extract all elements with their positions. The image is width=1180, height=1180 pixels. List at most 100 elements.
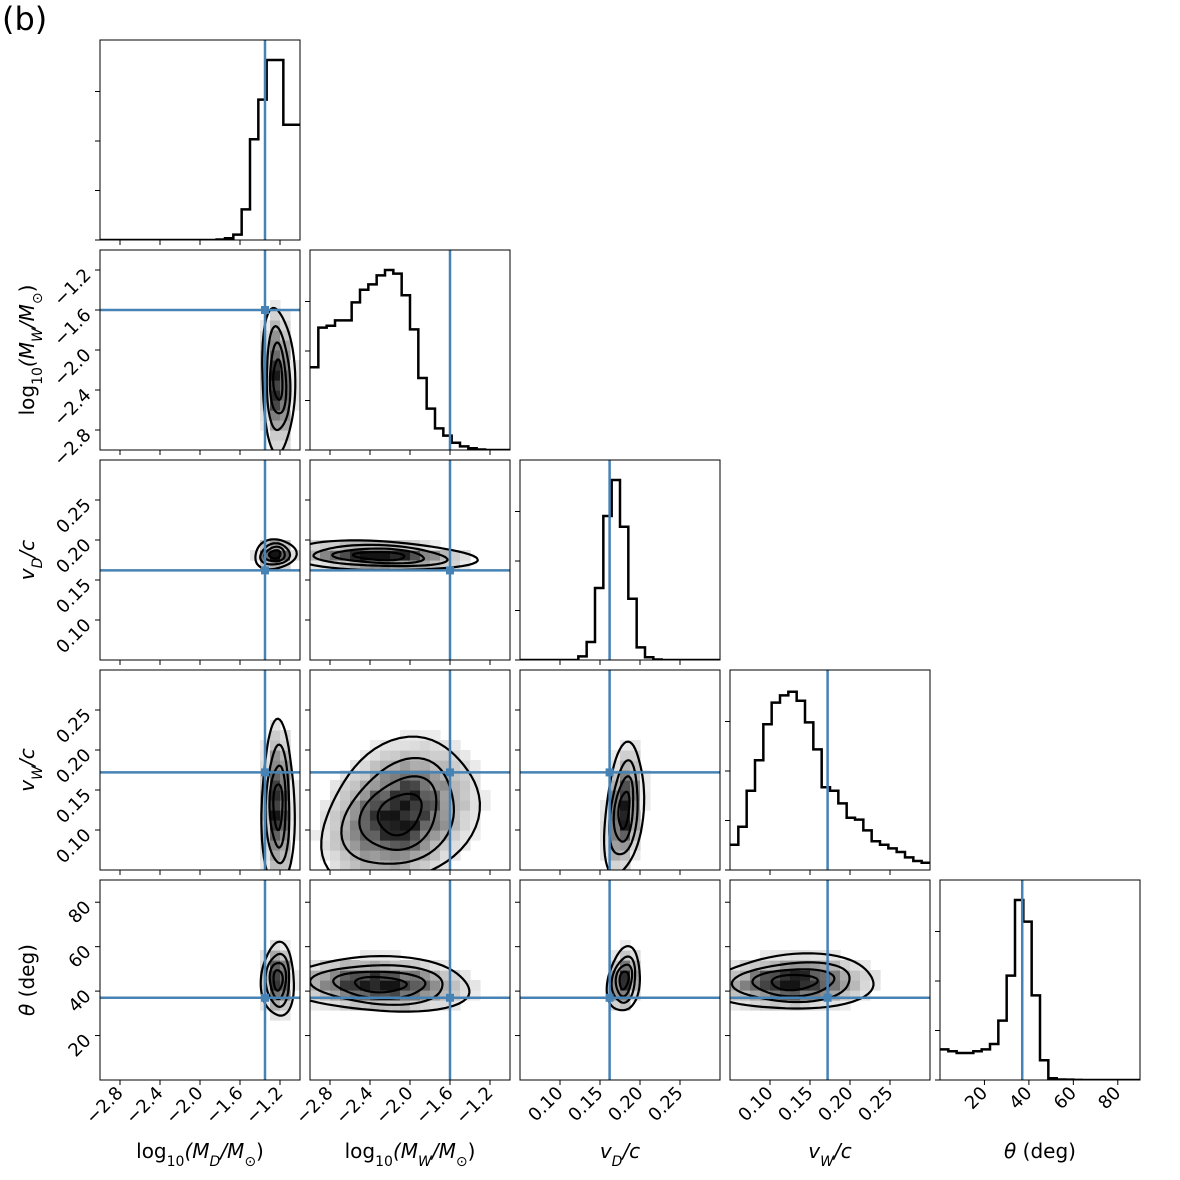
density-cell bbox=[600, 800, 611, 811]
density-cell bbox=[270, 550, 281, 561]
density-cell bbox=[390, 750, 401, 761]
density-cell bbox=[270, 840, 281, 851]
contour-level-1 bbox=[254, 538, 298, 571]
density-cell bbox=[840, 1000, 851, 1011]
truth-marker bbox=[446, 566, 454, 575]
density-cell bbox=[470, 790, 481, 801]
density-cell bbox=[360, 760, 371, 771]
density-cell bbox=[740, 990, 751, 1001]
density-cell bbox=[430, 770, 441, 781]
panel-vW-vs-logMD: 0.100.150.200.25 bbox=[52, 669, 301, 875]
density-cell bbox=[370, 740, 381, 751]
density-cell bbox=[270, 400, 281, 411]
density-cell bbox=[440, 860, 451, 870]
density-cell bbox=[400, 800, 411, 811]
density-cell bbox=[270, 770, 281, 781]
x-tick-label: 40 bbox=[1005, 1083, 1036, 1114]
histogram-vD bbox=[520, 478, 720, 660]
density-cell bbox=[340, 560, 351, 571]
density-cell bbox=[440, 830, 451, 841]
density-cell bbox=[410, 800, 421, 811]
x-tick-label: 0.25 bbox=[854, 1083, 897, 1126]
x-tick-label: −1.2 bbox=[242, 1083, 288, 1129]
density-cell bbox=[460, 970, 471, 981]
panel-logMW-vs-logMW bbox=[305, 249, 511, 455]
density-cell bbox=[360, 830, 371, 841]
density-cell bbox=[630, 850, 641, 861]
panel-plot-area bbox=[310, 670, 510, 870]
density-cell bbox=[810, 970, 821, 981]
density-cell bbox=[450, 760, 461, 771]
density-cell bbox=[340, 800, 351, 811]
panel-plot-area bbox=[310, 250, 510, 450]
density-cell bbox=[450, 770, 461, 781]
density-cell bbox=[270, 440, 281, 450]
density-cell bbox=[420, 860, 431, 870]
panel-frame bbox=[729, 669, 931, 871]
density-cell bbox=[730, 960, 741, 971]
density-cell bbox=[450, 780, 461, 791]
density-cell bbox=[440, 850, 451, 861]
density-cell bbox=[350, 770, 361, 781]
density-cell bbox=[350, 860, 361, 870]
density-cell bbox=[610, 970, 621, 981]
density-cell bbox=[440, 800, 451, 811]
density-cell bbox=[410, 740, 421, 751]
density-cell bbox=[340, 550, 351, 561]
density-cell bbox=[780, 1000, 791, 1011]
density-cell bbox=[370, 850, 381, 861]
density-cell bbox=[360, 810, 371, 821]
density-cell bbox=[740, 970, 751, 981]
density-cell bbox=[410, 550, 421, 561]
density-cell bbox=[610, 840, 621, 851]
density-cell bbox=[440, 970, 451, 981]
density-cell bbox=[370, 760, 381, 771]
y-tick-label: 20 bbox=[64, 1030, 95, 1061]
density-cell bbox=[400, 810, 411, 821]
density-cell bbox=[390, 810, 401, 821]
density-cell bbox=[320, 850, 331, 861]
density-cell bbox=[640, 790, 651, 801]
y-axis-label-vW: vW/c bbox=[15, 748, 46, 791]
density-cell bbox=[310, 1000, 321, 1011]
density-cell bbox=[270, 960, 281, 971]
density-cell bbox=[620, 810, 631, 821]
density-cell bbox=[460, 800, 471, 811]
density-cell bbox=[360, 950, 371, 961]
density-cell bbox=[360, 770, 371, 781]
density-cell bbox=[410, 750, 421, 761]
density-cell bbox=[270, 330, 281, 341]
density-cell bbox=[600, 840, 611, 851]
density-cell bbox=[440, 790, 451, 801]
density-cell bbox=[270, 850, 281, 861]
density-cell bbox=[350, 970, 361, 981]
contour-level-3 bbox=[331, 547, 426, 565]
density-cell bbox=[350, 800, 361, 811]
density-cell bbox=[280, 350, 291, 361]
density-cell bbox=[400, 730, 411, 741]
x-tick-label: 80 bbox=[1094, 1083, 1125, 1114]
density-cell bbox=[440, 550, 451, 561]
density-cell bbox=[400, 840, 411, 851]
density-cell bbox=[320, 560, 331, 571]
contour-level-3 bbox=[751, 968, 836, 998]
y-tick-label: 0.15 bbox=[52, 575, 95, 618]
density-cell bbox=[460, 750, 471, 761]
density-cell bbox=[820, 970, 831, 981]
density-cell bbox=[440, 990, 451, 1001]
density-cell bbox=[830, 970, 841, 981]
density-cell bbox=[370, 1000, 381, 1011]
density-cell bbox=[870, 970, 881, 981]
density-cell bbox=[340, 830, 351, 841]
contour-level-2 bbox=[312, 543, 449, 568]
density-cell bbox=[440, 1000, 451, 1011]
density-cell bbox=[450, 840, 461, 851]
density-cell bbox=[760, 960, 771, 971]
density-cell bbox=[420, 760, 431, 771]
density-cell bbox=[470, 980, 481, 991]
density-cell bbox=[620, 800, 631, 811]
contour-level-3 bbox=[614, 963, 634, 998]
histogram-logMD bbox=[100, 58, 300, 240]
density-cell bbox=[440, 780, 451, 791]
density-cell bbox=[630, 950, 641, 961]
